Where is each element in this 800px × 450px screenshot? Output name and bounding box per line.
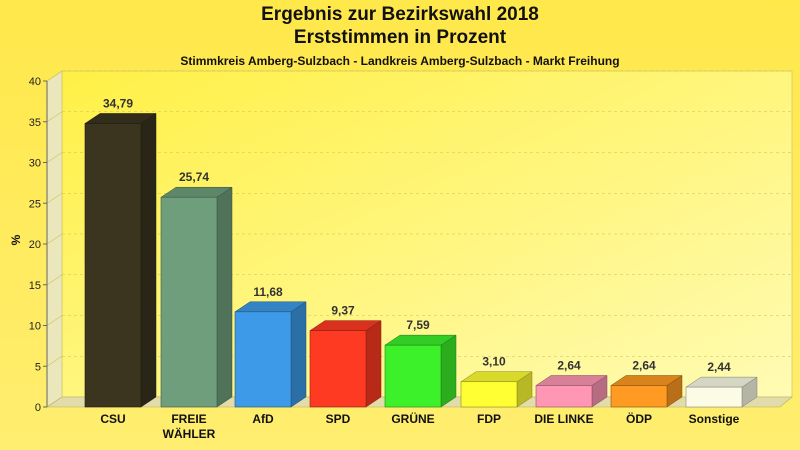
- gridline-side: [46, 233, 63, 245]
- bar: [610, 375, 683, 408]
- bar: [234, 301, 307, 408]
- y-tick-label: 0: [35, 402, 41, 414]
- y-axis-label: %: [9, 234, 23, 245]
- bar-side: [140, 112, 157, 408]
- x-tick-label: DIE LINKE: [534, 412, 593, 426]
- bar-value-label: 7,59: [406, 318, 430, 332]
- x-tick-label: CSU: [100, 412, 125, 426]
- bar: [84, 112, 157, 408]
- gridline-side: [46, 70, 63, 82]
- chart-title-line2: Erststimmen in Prozent: [293, 27, 507, 48]
- gridline-side: [46, 274, 63, 285]
- gridline-side: [46, 152, 63, 163]
- chart-title: Ergebnis zur Bezirkswahl 2018: [261, 4, 539, 25]
- x-tick-label: SPD: [326, 412, 351, 426]
- bar-side: [440, 334, 457, 408]
- bar-front: [460, 381, 518, 408]
- bar-front: [535, 385, 593, 408]
- gridline-side: [46, 111, 63, 122]
- bar-front: [309, 330, 367, 408]
- y-tick-label: 5: [35, 361, 41, 373]
- chart-subtitle: Stimmkreis Amberg-Sulzbach - Landkreis A…: [180, 54, 620, 68]
- bar-side: [290, 301, 307, 408]
- x-tick-label: Sonstige: [689, 412, 740, 426]
- bar: [460, 371, 533, 408]
- bar-value-label: 25,74: [179, 170, 209, 184]
- bar: [384, 334, 457, 408]
- y-tick-label: 30: [29, 158, 41, 170]
- x-tick-label: FDP: [477, 412, 501, 426]
- y-tick-label: 35: [29, 117, 41, 129]
- bar-front: [610, 385, 668, 408]
- x-tick-label: FREIE WÄHLER: [163, 412, 216, 441]
- bar-front: [384, 344, 442, 408]
- bar-front: [234, 311, 292, 408]
- x-tick-label: AfD: [252, 412, 274, 426]
- y-tick-label: 15: [29, 280, 41, 292]
- y-tick-label: 40: [29, 76, 41, 88]
- bar-value-label: 3,10: [482, 355, 506, 369]
- bar-front: [84, 123, 142, 408]
- bar-front: [685, 386, 743, 408]
- bar-side: [365, 320, 382, 408]
- x-tick-label: GRÜNE: [391, 411, 434, 426]
- y-tick-label: 10: [29, 321, 41, 333]
- bar-value-label: 2,64: [557, 358, 581, 372]
- bar-value-label: 2,44: [707, 360, 731, 374]
- bar: [160, 186, 233, 408]
- bar-value-label: 34,79: [103, 96, 133, 110]
- bar-value-label: 2,64: [632, 358, 656, 372]
- bar: [309, 320, 382, 408]
- x-tick-label: ÖDP: [626, 411, 652, 426]
- y-tick-label: 20: [29, 239, 41, 251]
- bar-value-label: 11,68: [253, 285, 283, 299]
- bar: [535, 375, 608, 408]
- bar: [685, 376, 758, 408]
- gridline-side: [46, 356, 63, 367]
- bar-value-label: 9,37: [331, 304, 355, 318]
- gridline-side: [46, 315, 63, 326]
- bar-side: [216, 186, 233, 408]
- gridline-side: [46, 193, 63, 204]
- y-tick-label: 25: [29, 198, 41, 210]
- bar-front: [160, 196, 218, 408]
